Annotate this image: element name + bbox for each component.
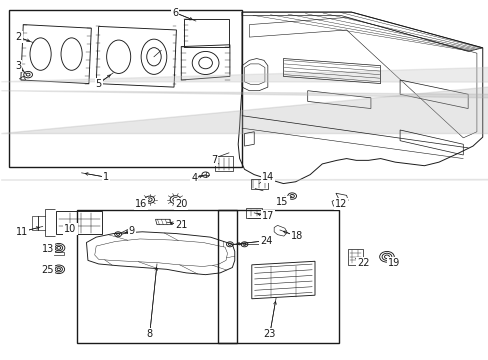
- Text: 19: 19: [387, 258, 400, 268]
- Text: 22: 22: [357, 258, 369, 268]
- Text: 23: 23: [263, 329, 275, 339]
- Text: 12: 12: [334, 199, 346, 209]
- Text: 4: 4: [191, 173, 197, 183]
- Text: 3: 3: [15, 61, 21, 71]
- Text: 14: 14: [261, 172, 273, 182]
- Text: 17: 17: [261, 211, 273, 221]
- Polygon shape: [1, 165, 488, 180]
- Text: 9: 9: [128, 226, 135, 236]
- Text: 20: 20: [175, 199, 187, 209]
- Polygon shape: [1, 64, 488, 84]
- Text: 13: 13: [41, 244, 54, 253]
- Text: 25: 25: [41, 265, 54, 275]
- Text: 8: 8: [146, 329, 152, 339]
- Text: 18: 18: [290, 231, 303, 242]
- Text: 15: 15: [276, 197, 288, 207]
- Text: 5: 5: [95, 78, 102, 89]
- Text: 2: 2: [15, 32, 21, 42]
- Text: 16: 16: [135, 199, 147, 209]
- Text: 7: 7: [211, 156, 217, 165]
- Polygon shape: [1, 91, 488, 109]
- Text: 10: 10: [64, 224, 77, 234]
- Text: 6: 6: [172, 8, 178, 18]
- Polygon shape: [1, 87, 488, 134]
- Text: 11: 11: [16, 227, 28, 237]
- Text: 1: 1: [102, 172, 109, 182]
- Text: 24: 24: [260, 236, 272, 246]
- Text: 21: 21: [175, 220, 187, 230]
